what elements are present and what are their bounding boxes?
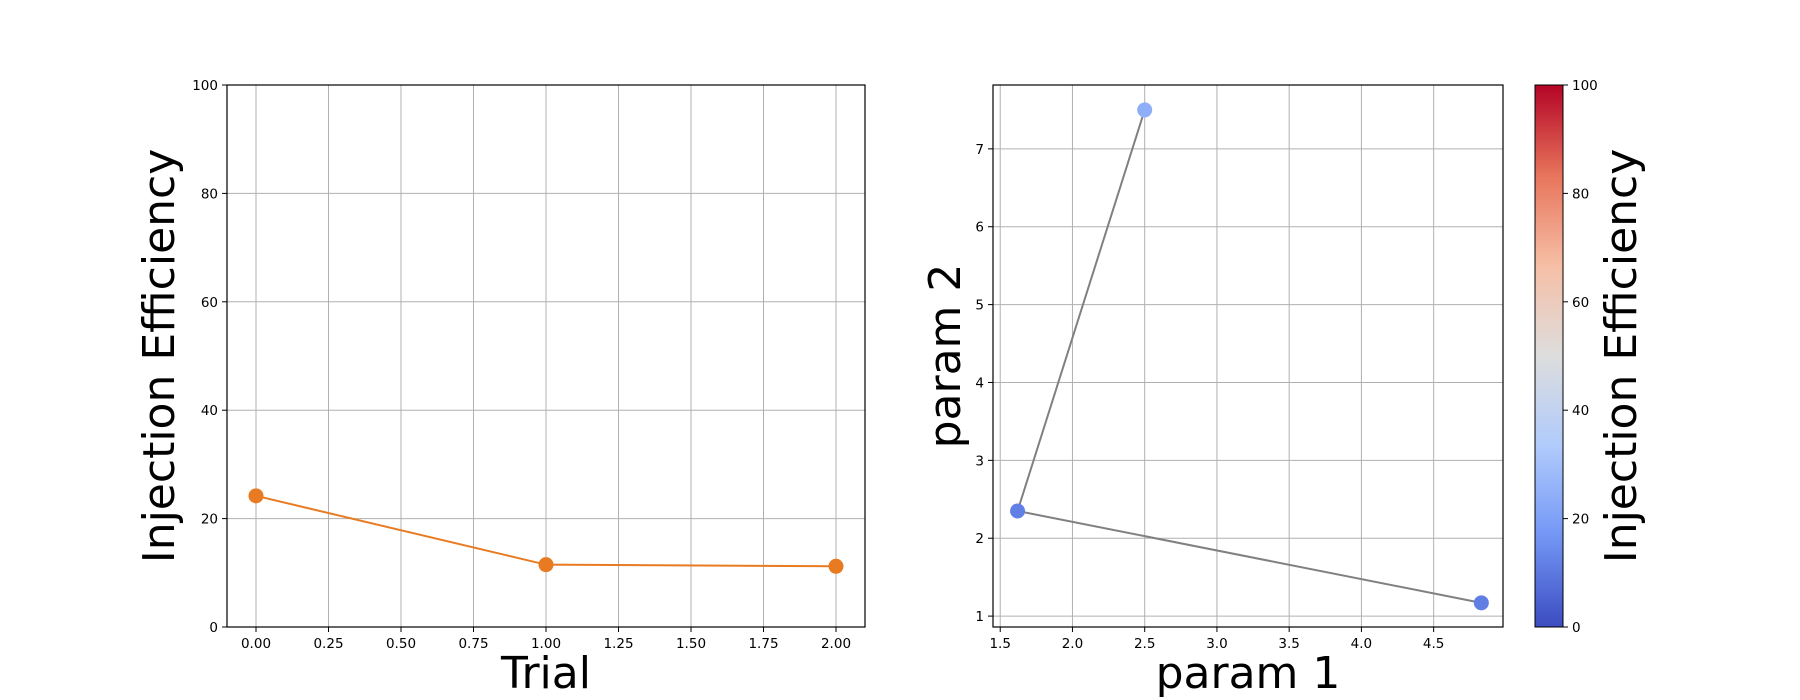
- left-x-tick-label: 1.50: [676, 636, 706, 652]
- right-grid: [993, 85, 1503, 627]
- right-y-tick-label: 1: [975, 609, 984, 625]
- colorbar: 0 20 40 60 80 100 Injection Efficiency: [1534, 78, 1647, 636]
- left-grid: [227, 84, 865, 628]
- colorbar-tick-label: 80: [1572, 186, 1589, 202]
- left-y-axis-label: Injection Efficiency: [134, 149, 185, 564]
- param-path-line: [1016, 109, 1482, 604]
- right-y-ticks: 1 2 3 4 5 6 7: [975, 142, 993, 625]
- left-y-tick-label: 80: [201, 186, 218, 202]
- param-point: [1137, 102, 1153, 118]
- colorbar-tick-label: 0: [1572, 620, 1581, 636]
- colorbar-tick-label: 60: [1572, 295, 1589, 311]
- right-x-tick-label: 1.5: [989, 636, 1010, 652]
- right-plot-frame: [992, 84, 1504, 628]
- left-x-tick-label: 1.00: [531, 636, 561, 652]
- trial-efficiency-point: [828, 558, 844, 574]
- right-x-axis-label: param 1: [1156, 648, 1341, 699]
- right-x-ticks: 1.5 2.0 2.5 3.0 3.5 4.0 4.5: [989, 627, 1444, 652]
- colorbar-ticks: 0 20 40 60 80 100: [1563, 78, 1598, 636]
- trial-efficiency-point: [248, 488, 264, 504]
- right-y-tick-label: 7: [975, 142, 984, 158]
- left-y-tick-label: 0: [209, 620, 218, 636]
- right-y-tick-label: 6: [975, 220, 984, 236]
- colorbar-tick-label: 20: [1572, 512, 1589, 528]
- left-x-tick-label: 0.75: [458, 636, 488, 652]
- colorbar-tick-label: 40: [1572, 403, 1589, 419]
- right-x-tick-label: 4.5: [1423, 636, 1444, 652]
- left-y-tick-label: 20: [201, 512, 218, 528]
- right-series: [1010, 102, 1489, 611]
- left-x-tick-label: 1.25: [603, 636, 633, 652]
- right-y-axis-label: param 2: [920, 264, 971, 449]
- right-x-tick-label: 2.5: [1134, 636, 1155, 652]
- left-x-tick-label: 0.25: [313, 636, 343, 652]
- colorbar-tick-label: 100: [1572, 78, 1598, 94]
- left-x-tick-label: 2.00: [821, 636, 851, 652]
- left-y-tick-label: 100: [192, 78, 218, 94]
- trial-efficiency-point: [538, 557, 554, 573]
- left-y-tick-label: 40: [201, 403, 218, 419]
- right-x-tick-label: 2.0: [1062, 636, 1083, 652]
- left-x-tick-label: 0.00: [241, 636, 271, 652]
- left-y-tick-label: 60: [201, 295, 218, 311]
- colorbar-label: Injection Efficiency: [1596, 149, 1647, 564]
- param-point: [1010, 503, 1026, 519]
- param-point: [1473, 595, 1489, 611]
- right-x-tick-label: 4.0: [1351, 636, 1372, 652]
- right-y-tick-label: 2: [975, 531, 984, 547]
- right-y-tick-label: 5: [975, 298, 984, 314]
- right-y-tick-label: 4: [975, 375, 984, 391]
- left-series: [248, 488, 844, 574]
- left-x-tick-label: 1.75: [748, 636, 778, 652]
- colorbar-gradient: [1534, 84, 1564, 628]
- left-x-tick-label: 0.50: [386, 636, 416, 652]
- left-x-ticks: 0.00 0.25 0.50 0.75 1.00 1.25 1.50 1.75 2.00: [241, 627, 851, 652]
- left-x-axis-label: Trial: [500, 648, 591, 699]
- param-space-chart: 1.5 2.0 2.5 3.0 3.5 4.0 4.5 1 2 3 4 5 6 7 param 1 pa…: [920, 84, 1504, 699]
- right-x-tick-label: 3.0: [1206, 636, 1227, 652]
- right-y-tick-label: 3: [975, 453, 984, 469]
- right-x-tick-label: 3.5: [1278, 636, 1299, 652]
- trial-efficiency-chart: 0.00 0.25 0.50 0.75 1.00 1.25 1.50 1.75 2.00 0 20…: [134, 78, 866, 699]
- left-y-ticks: 0 20 40 60 80 100: [192, 78, 227, 636]
